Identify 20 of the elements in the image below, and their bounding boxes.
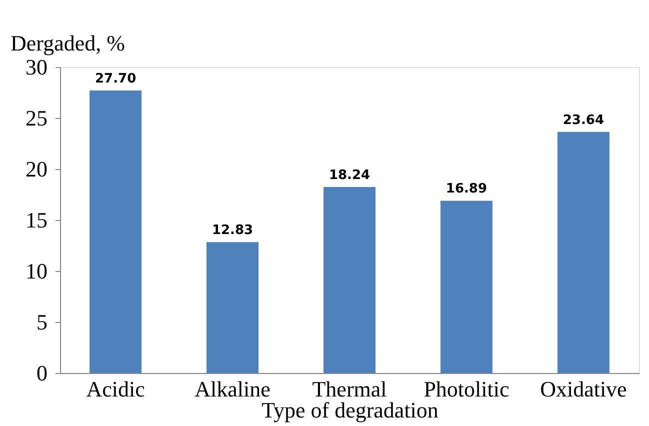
y-tick-label: 30 bbox=[26, 54, 48, 80]
data-label: 18.24 bbox=[328, 168, 370, 183]
y-tick-label: 5 bbox=[36, 310, 48, 334]
y-tick-label: 15 bbox=[26, 208, 48, 232]
bar bbox=[324, 186, 376, 373]
y-tick-label: 0 bbox=[36, 360, 48, 386]
x-tick-label: Acidic bbox=[86, 376, 146, 402]
y-tick-label: 20 bbox=[26, 156, 48, 182]
y-axis-title: Dergaded, % bbox=[10, 30, 125, 56]
bar bbox=[90, 90, 142, 373]
data-label: 23.64 bbox=[562, 112, 604, 128]
data-label: 16.89 bbox=[446, 182, 488, 197]
y-tick-label: 10 bbox=[26, 258, 48, 284]
bar bbox=[440, 200, 492, 373]
x-tick-label: Oxidative bbox=[540, 376, 627, 402]
data-label: 12.83 bbox=[212, 223, 254, 238]
data-label: 27.70 bbox=[95, 71, 136, 86]
bar bbox=[206, 242, 259, 373]
bar bbox=[557, 132, 610, 373]
y-tick-label: 25 bbox=[26, 106, 48, 130]
